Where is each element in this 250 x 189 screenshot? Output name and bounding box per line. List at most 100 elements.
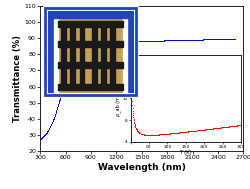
Point: [181, 131, 185, 134]
Point: [152, 39, 156, 42]
Point: [198, 38, 202, 41]
Point: [130, 106, 134, 109]
Point: [97, 43, 101, 46]
Point: [207, 127, 211, 130]
Point: [163, 132, 167, 136]
Point: [145, 133, 149, 136]
Point: [83, 46, 87, 49]
Point: [40, 136, 44, 139]
Point: [207, 127, 211, 130]
Point: [66, 68, 70, 71]
Point: [162, 39, 166, 42]
Point: [150, 133, 154, 136]
Point: [198, 128, 202, 131]
Point: [191, 38, 195, 41]
Point: [142, 133, 146, 136]
Point: [158, 133, 162, 136]
Point: [216, 126, 220, 129]
Bar: [54, 8, 58, 94]
Point: [200, 128, 204, 131]
Point: [38, 137, 42, 140]
Point: [228, 125, 232, 128]
Point: [213, 127, 217, 130]
Point: [145, 40, 149, 43]
Point: [166, 132, 170, 135]
Point: [50, 119, 54, 122]
Point: [221, 126, 225, 129]
Point: [159, 39, 163, 42]
Point: [98, 43, 102, 46]
Point: [180, 131, 184, 134]
Point: [229, 38, 233, 41]
Point: [199, 38, 203, 41]
Point: [221, 38, 225, 41]
Point: [55, 107, 59, 110]
Point: [203, 128, 207, 131]
Point: [156, 133, 160, 136]
Point: [176, 131, 180, 134]
Point: [174, 39, 178, 42]
Point: [161, 132, 165, 136]
Point: [189, 38, 193, 41]
Point: [219, 126, 223, 129]
Point: [74, 53, 78, 57]
Point: [211, 127, 215, 130]
Point: [48, 125, 52, 128]
Point: [179, 131, 183, 134]
Point: [213, 38, 217, 41]
Point: [56, 105, 60, 108]
Point: [84, 46, 88, 49]
Point: [222, 38, 226, 41]
Point: [76, 51, 80, 54]
Point: [226, 38, 230, 41]
Point: [102, 42, 106, 45]
Point: [176, 39, 180, 42]
Point: [198, 38, 202, 41]
Point: [98, 43, 102, 46]
Point: [223, 125, 227, 128]
Point: [200, 38, 204, 41]
Bar: [58, 62, 122, 68]
Point: [210, 38, 214, 41]
Point: [128, 40, 132, 43]
Point: [100, 42, 104, 45]
Point: [155, 133, 159, 136]
Point: [215, 38, 219, 41]
Point: [59, 94, 63, 97]
Point: [82, 46, 86, 49]
Point: [156, 133, 160, 136]
Point: [212, 127, 216, 130]
Point: [206, 38, 210, 41]
Point: [42, 134, 46, 137]
Point: [153, 133, 157, 136]
Point: [224, 125, 228, 128]
Point: [155, 39, 159, 42]
Point: [108, 42, 112, 45]
Point: [44, 131, 48, 134]
Point: [117, 41, 121, 44]
Point: [130, 112, 134, 115]
Point: [101, 42, 105, 45]
Point: [161, 39, 165, 42]
Point: [222, 125, 226, 129]
Point: [174, 131, 178, 134]
Point: [191, 129, 195, 132]
Point: [196, 129, 200, 132]
Point: [167, 132, 171, 135]
Point: [236, 124, 240, 127]
Point: [193, 129, 197, 132]
Point: [198, 38, 202, 41]
Point: [218, 126, 222, 129]
Point: [136, 40, 140, 43]
Point: [140, 133, 144, 136]
Point: [224, 125, 228, 128]
Point: [225, 125, 229, 128]
Point: [172, 132, 175, 135]
Point: [76, 51, 80, 54]
Point: [129, 90, 133, 93]
Point: [55, 106, 59, 109]
Point: [123, 41, 127, 44]
Point: [64, 77, 68, 80]
Point: [70, 60, 74, 64]
Point: [189, 38, 193, 41]
